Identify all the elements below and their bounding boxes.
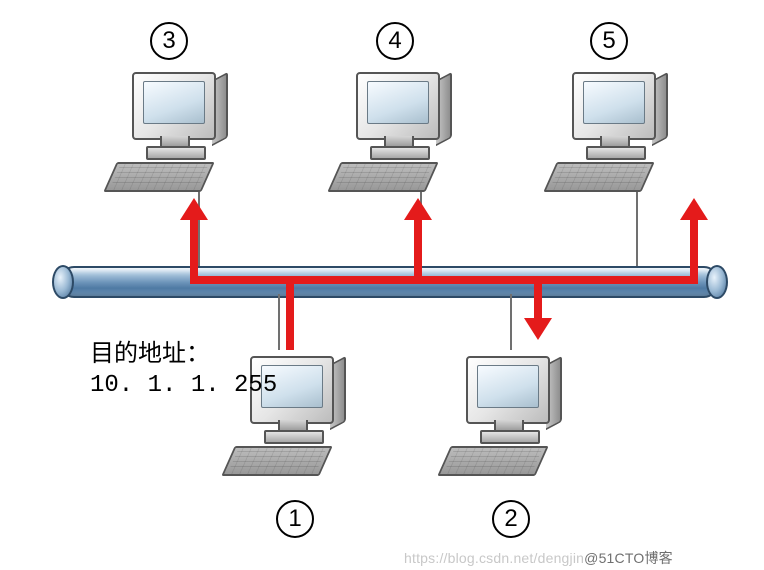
destination-address-line2: 10. 1. 1. 255 [90,370,277,402]
drop-stub [278,294,280,350]
node-label-4: 4 [376,22,414,60]
flow-bus-run [190,276,698,284]
watermark: https://blog.csdn.net/dengjin@51CTO博客 [404,548,673,568]
computer-node-3 [104,72,234,192]
computer-node-5 [544,72,674,192]
drop-stub [636,192,638,268]
bus-endcap-left [52,265,74,299]
destination-address-label: 目的地址： 10. 1. 1. 255 [90,338,277,403]
computer-node-4 [328,72,458,192]
node-label-5: 5 [590,22,628,60]
flow-up-4 [414,218,422,280]
node-label-2-text: 2 [504,505,517,533]
arrow-up-3 [180,198,208,220]
node-label-4-text: 4 [388,27,401,55]
arrow-up-5 [680,198,708,220]
bus-endcap-right [706,265,728,299]
diagram-stage: 3 4 5 1 2 [0,0,764,570]
watermark-dark: @51CTO博客 [584,550,673,566]
flow-up-5 [690,218,698,284]
node-label-1-text: 1 [288,505,301,533]
arrow-down-2 [524,318,552,340]
flow-down-2 [534,280,542,320]
flow-up-3 [190,218,198,280]
flow-source-up [286,280,294,350]
computer-node-2 [438,356,568,476]
arrow-up-4 [404,198,432,220]
node-label-5-text: 5 [602,27,615,55]
node-label-3: 3 [150,22,188,60]
destination-address-line1: 目的地址： [90,338,277,370]
node-label-1: 1 [276,500,314,538]
watermark-light: https://blog.csdn.net/dengjin [404,550,584,566]
drop-stub [510,294,512,350]
node-label-3-text: 3 [162,27,175,55]
node-label-2: 2 [492,500,530,538]
